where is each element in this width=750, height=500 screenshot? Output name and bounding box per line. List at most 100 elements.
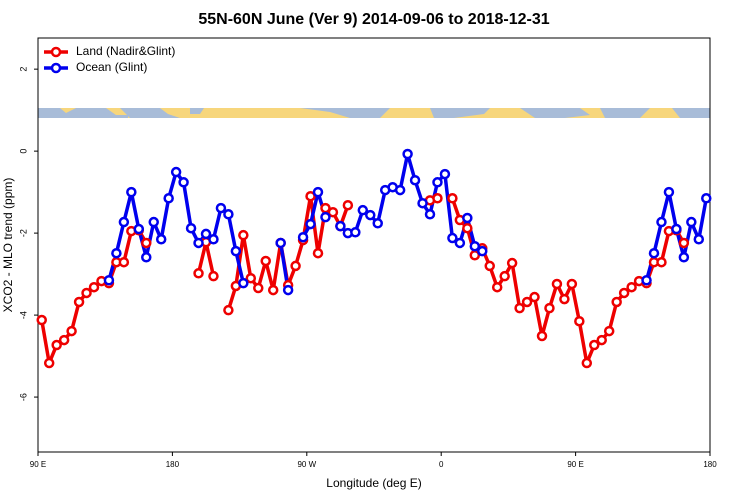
data-point bbox=[155, 234, 167, 245]
data-point bbox=[447, 193, 458, 204]
data-point bbox=[589, 339, 600, 351]
data-point bbox=[439, 168, 451, 180]
data-point bbox=[499, 270, 510, 282]
data-point bbox=[596, 334, 607, 346]
data-point bbox=[409, 174, 421, 186]
data-point bbox=[432, 177, 443, 188]
x-tick-label: 90 E bbox=[30, 460, 46, 469]
data-point bbox=[417, 197, 428, 209]
legend-marker bbox=[50, 46, 62, 58]
data-point bbox=[126, 186, 137, 198]
data-point bbox=[223, 304, 234, 316]
y-tick-label: 2 bbox=[18, 67, 28, 72]
data-point bbox=[81, 287, 92, 299]
data-point bbox=[544, 302, 555, 314]
data-point bbox=[253, 282, 264, 294]
y-axis-label: XCO2 - MLO trend (ppm) bbox=[1, 178, 15, 313]
data-point bbox=[170, 166, 182, 178]
data-point bbox=[88, 281, 100, 293]
data-point bbox=[656, 256, 667, 268]
data-point bbox=[282, 284, 294, 296]
data-point bbox=[581, 357, 593, 369]
data-point bbox=[148, 216, 159, 228]
data-point bbox=[215, 202, 227, 214]
data-point bbox=[238, 277, 249, 289]
data-point bbox=[118, 216, 130, 228]
data-point bbox=[514, 302, 525, 314]
data-point bbox=[178, 177, 189, 188]
data-point bbox=[111, 247, 122, 259]
data-point bbox=[536, 330, 548, 342]
data-point bbox=[320, 211, 331, 223]
data-point bbox=[230, 245, 242, 257]
y-tick-label: -6 bbox=[18, 393, 28, 401]
data-point bbox=[335, 220, 346, 232]
data-point bbox=[118, 256, 130, 268]
data-point bbox=[566, 278, 578, 290]
data-point bbox=[663, 186, 675, 198]
data-point bbox=[200, 228, 212, 240]
data-point bbox=[491, 281, 503, 293]
data-point bbox=[521, 296, 533, 308]
data-point bbox=[290, 260, 301, 272]
data-point bbox=[402, 148, 413, 160]
data-point bbox=[193, 237, 204, 249]
plot-frame bbox=[37, 37, 711, 453]
data-point bbox=[656, 216, 667, 228]
legend-label: Land (Nadir&Glint) bbox=[76, 44, 175, 58]
data-point bbox=[648, 247, 660, 259]
data-point bbox=[618, 287, 630, 299]
data-point bbox=[506, 257, 518, 269]
data-point bbox=[103, 275, 115, 286]
data-point bbox=[484, 260, 495, 272]
legend-label: Ocean (Glint) bbox=[76, 60, 147, 74]
data-point bbox=[462, 222, 473, 234]
chart-title: 55N-60N June (Ver 9) 2014-09-06 to 2018-… bbox=[198, 11, 549, 28]
data-point bbox=[701, 193, 712, 204]
data-point bbox=[469, 240, 481, 252]
x-tick-label: 180 bbox=[166, 460, 180, 469]
y-tick-label: -4 bbox=[18, 311, 28, 319]
data-point bbox=[133, 223, 145, 235]
data-point bbox=[559, 293, 570, 305]
data-point bbox=[477, 245, 488, 257]
data-point bbox=[365, 209, 376, 221]
data-point bbox=[36, 314, 47, 326]
data-point bbox=[245, 272, 257, 284]
y-tick-label: 0 bbox=[18, 149, 28, 154]
data-point bbox=[462, 212, 473, 224]
data-point bbox=[424, 209, 436, 220]
data-point bbox=[312, 247, 324, 259]
data-point bbox=[267, 284, 279, 296]
land-ocean-strip bbox=[38, 108, 710, 118]
data-point bbox=[51, 339, 62, 351]
data-point bbox=[141, 237, 152, 249]
y-tick-label: -2 bbox=[18, 229, 28, 237]
data-point bbox=[260, 255, 271, 267]
data-point bbox=[208, 234, 219, 245]
x-tick-label: 90 E bbox=[567, 460, 583, 469]
data-point bbox=[305, 190, 316, 202]
data-point bbox=[551, 278, 563, 290]
data-point bbox=[574, 315, 585, 327]
data-point bbox=[432, 193, 443, 204]
x-tick-label: 0 bbox=[439, 460, 444, 469]
data-point bbox=[141, 252, 152, 263]
data-point bbox=[238, 229, 249, 241]
data-point bbox=[447, 232, 458, 244]
data-point bbox=[641, 275, 652, 286]
data-point bbox=[693, 234, 705, 245]
data-point bbox=[342, 199, 354, 211]
data-point bbox=[671, 223, 682, 235]
data-point bbox=[208, 270, 219, 282]
data-point bbox=[312, 186, 324, 198]
data-point bbox=[327, 206, 339, 218]
legend-marker bbox=[50, 62, 62, 74]
data-point bbox=[223, 209, 234, 220]
data-point bbox=[297, 231, 309, 243]
x-tick-label: 180 bbox=[703, 460, 717, 469]
data-point bbox=[678, 252, 690, 263]
data-point bbox=[163, 193, 174, 204]
x-tick-label: 90 W bbox=[297, 460, 316, 469]
